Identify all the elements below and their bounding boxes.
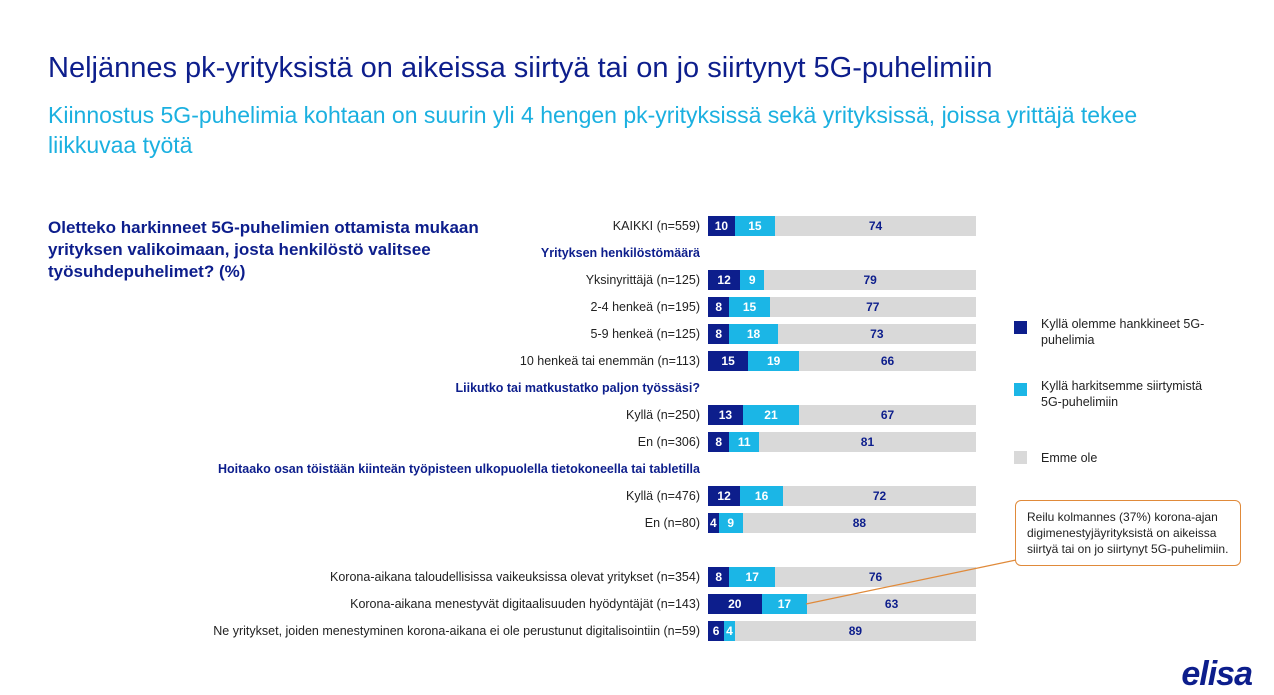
bar-segment-no: 67 [799,405,976,425]
bar-segment-considering: 21 [742,405,800,425]
legend-item: Kyllä harkitsemme siirtymistä 5G-puhelim… [1014,378,1211,410]
bar-segment-considering: 15 [729,297,770,317]
bar-segment-purchased: 15 [708,351,749,371]
bar-segment-considering: 15 [734,216,775,236]
row-label: Korona-aikana taloudellisissa vaikeuksis… [330,570,700,584]
legend-swatch [1014,383,1027,396]
bar-segment-considering: 19 [748,351,800,371]
bar-segment-considering: 9 [740,270,765,290]
bar-segment-considering: 17 [729,567,775,587]
bar-segment-no: 88 [742,513,976,533]
bar-segment-no: 76 [775,567,976,587]
legend-label: Kyllä harkitsemme siirtymistä 5G-puhelim… [1041,379,1203,409]
callout-box: Reilu kolmannes (37%) korona-ajan digime… [1015,500,1241,566]
bar-segment-purchased: 10 [708,216,735,236]
legend-label: Kyllä olemme hankkineet 5G-puhelimia [1041,317,1205,347]
row-label: 10 henkeä tai enemmän (n=113) [519,354,700,368]
bar-segment-considering: 17 [761,594,808,614]
group-label: Hoitaako osan töistään kiinteän työpiste… [217,462,700,476]
row-label: Ne yritykset, joiden menestyminen korona… [213,624,700,638]
row-label: En (n=80) [644,516,700,530]
bar-segment-no: 89 [734,621,976,641]
bar-segment-no: 73 [777,324,976,344]
bar-segment-considering: 4 [724,621,735,641]
slide-title: Neljännes pk-yrityksistä on aikeissa sii… [48,52,993,84]
group-label: Liikutko tai matkustatko paljon työssäsi… [455,381,700,395]
bar-segment-no: 63 [807,594,976,614]
bar-segment-purchased: 8 [708,324,730,344]
bar-segment-no: 79 [764,270,976,290]
legend-item: Emme ole [1014,450,1211,466]
bar-segment-no: 74 [775,216,976,236]
row-label: KAIKKI (n=559) [612,219,700,233]
legend-label: Emme ole [1041,451,1098,465]
bar-segment-no: 66 [799,351,976,371]
legend-swatch [1014,321,1027,334]
elisa-logo: elisa [1181,655,1253,693]
bar-segment-no: 81 [758,432,976,452]
legend-swatch [1014,451,1027,464]
row-label: Yksinyrittäjä (n=125) [585,273,700,287]
slide-subtitle: Kiinnostus 5G-puhelimia kohtaan on suuri… [48,102,1138,158]
bar-segment-purchased: 20 [708,594,762,614]
bar-segment-considering: 9 [718,513,743,533]
bar-segment-purchased: 8 [708,297,730,317]
bar-segment-purchased: 6 [708,621,725,641]
bar-segment-purchased: 8 [708,432,730,452]
bar-segment-purchased: 12 [708,270,741,290]
bar-segment-considering: 18 [729,324,778,344]
bar-segment-purchased: 12 [708,486,741,506]
row-label: Kyllä (n=476) [626,489,700,503]
bar-segment-no: 77 [769,297,976,317]
row-label: 5-9 henkeä (n=125) [590,327,700,341]
bar-segment-purchased: 8 [708,567,730,587]
row-label: En (n=306) [637,435,700,449]
group-label: Yrityksen henkilöstömäärä [540,246,700,260]
row-label: Kyllä (n=250) [626,408,700,422]
bar-segment-considering: 16 [740,486,784,506]
row-label: Korona-aikana menestyvät digitaalisuuden… [350,597,700,611]
bar-segment-purchased: 13 [708,405,743,425]
bar-segment-no: 72 [783,486,976,506]
survey-question: Oletteko harkinneet 5G-puhelimien ottami… [48,218,479,281]
bar-segment-considering: 11 [729,432,759,452]
bar-segment-purchased: 4 [708,513,719,533]
legend-item: Kyllä olemme hankkineet 5G-puhelimia [1014,316,1211,348]
row-label: 2-4 henkeä (n=195) [590,300,700,314]
